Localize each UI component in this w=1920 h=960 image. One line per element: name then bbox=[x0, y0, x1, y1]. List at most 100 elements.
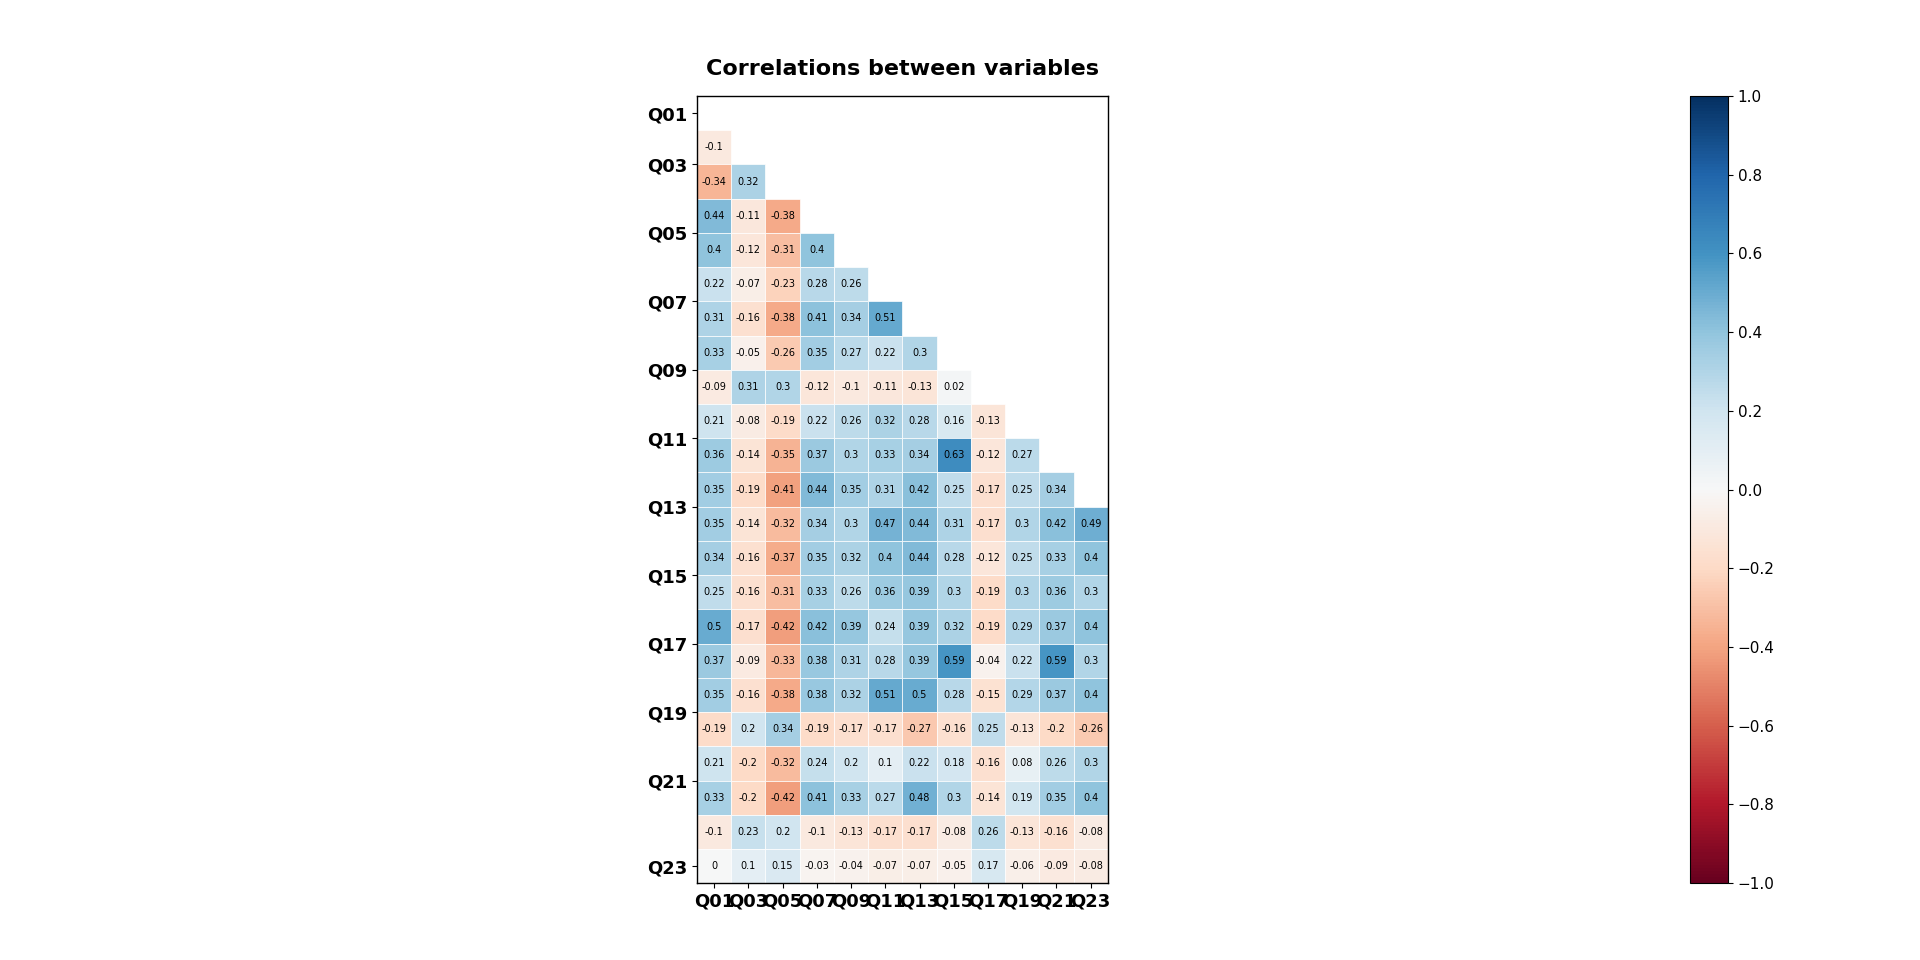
Text: 0.17: 0.17 bbox=[977, 861, 998, 871]
Bar bbox=[1039, 712, 1073, 746]
Bar bbox=[766, 404, 801, 439]
Text: -0.12: -0.12 bbox=[975, 553, 1000, 564]
Bar bbox=[732, 472, 766, 507]
Bar bbox=[697, 439, 732, 472]
Bar bbox=[801, 439, 833, 472]
Bar bbox=[732, 746, 766, 780]
Bar bbox=[937, 404, 972, 439]
Bar bbox=[833, 712, 868, 746]
Bar bbox=[801, 815, 833, 849]
Text: -0.07: -0.07 bbox=[735, 279, 760, 289]
Text: 0.4: 0.4 bbox=[1083, 690, 1098, 700]
Text: 0.28: 0.28 bbox=[943, 553, 964, 564]
Bar bbox=[1004, 439, 1039, 472]
Text: 0.63: 0.63 bbox=[943, 450, 964, 461]
Bar bbox=[972, 678, 1004, 712]
Bar bbox=[868, 746, 902, 780]
Text: 0.38: 0.38 bbox=[806, 656, 828, 665]
Text: -0.33: -0.33 bbox=[770, 656, 795, 665]
Bar bbox=[868, 540, 902, 575]
Text: -0.17: -0.17 bbox=[975, 518, 1000, 529]
Text: 0.42: 0.42 bbox=[908, 485, 931, 494]
Text: 0.15: 0.15 bbox=[772, 861, 793, 871]
Text: 0.34: 0.34 bbox=[772, 724, 793, 734]
Bar bbox=[1073, 780, 1108, 815]
Text: -0.16: -0.16 bbox=[735, 690, 760, 700]
Text: 0.4: 0.4 bbox=[1083, 621, 1098, 632]
Text: 0.1: 0.1 bbox=[877, 758, 893, 768]
Bar bbox=[833, 404, 868, 439]
Text: 0.59: 0.59 bbox=[943, 656, 964, 665]
Bar bbox=[732, 301, 766, 336]
Text: 0.33: 0.33 bbox=[703, 348, 726, 358]
Bar bbox=[766, 712, 801, 746]
Text: 0.44: 0.44 bbox=[908, 518, 929, 529]
Bar bbox=[732, 678, 766, 712]
Text: 0.3: 0.3 bbox=[1014, 518, 1029, 529]
Text: -0.26: -0.26 bbox=[1079, 724, 1104, 734]
Bar bbox=[833, 472, 868, 507]
Text: -0.34: -0.34 bbox=[701, 177, 726, 186]
Text: -0.37: -0.37 bbox=[770, 553, 795, 564]
Text: 0.31: 0.31 bbox=[876, 485, 897, 494]
Text: 0.32: 0.32 bbox=[841, 553, 862, 564]
Text: 0.24: 0.24 bbox=[874, 621, 897, 632]
Bar bbox=[833, 815, 868, 849]
Text: 0.22: 0.22 bbox=[703, 279, 726, 289]
Text: 0.36: 0.36 bbox=[1046, 588, 1068, 597]
Text: 0.28: 0.28 bbox=[806, 279, 828, 289]
Text: 0.49: 0.49 bbox=[1079, 518, 1102, 529]
Text: -0.2: -0.2 bbox=[739, 758, 758, 768]
Text: -0.14: -0.14 bbox=[735, 518, 760, 529]
Bar bbox=[801, 610, 833, 643]
Bar bbox=[732, 233, 766, 267]
Bar bbox=[937, 540, 972, 575]
Bar bbox=[937, 370, 972, 404]
Text: 0.22: 0.22 bbox=[1012, 656, 1033, 665]
Bar bbox=[868, 336, 902, 370]
Bar bbox=[1039, 540, 1073, 575]
Text: 0.2: 0.2 bbox=[776, 827, 791, 837]
Text: -0.12: -0.12 bbox=[804, 382, 829, 392]
Text: 0.39: 0.39 bbox=[908, 656, 929, 665]
Text: 0.33: 0.33 bbox=[806, 588, 828, 597]
Text: -0.13: -0.13 bbox=[1010, 827, 1035, 837]
Bar bbox=[868, 439, 902, 472]
Bar bbox=[766, 540, 801, 575]
Text: -0.32: -0.32 bbox=[770, 518, 795, 529]
Text: 0.21: 0.21 bbox=[703, 758, 726, 768]
Text: 0.41: 0.41 bbox=[806, 793, 828, 803]
Bar bbox=[732, 643, 766, 678]
Bar bbox=[766, 678, 801, 712]
Text: -0.19: -0.19 bbox=[975, 621, 1000, 632]
Text: 0.41: 0.41 bbox=[806, 314, 828, 324]
Text: 0.59: 0.59 bbox=[1046, 656, 1068, 665]
Text: -0.08: -0.08 bbox=[1079, 861, 1104, 871]
Text: -0.16: -0.16 bbox=[941, 724, 966, 734]
Bar bbox=[972, 780, 1004, 815]
Text: 0.35: 0.35 bbox=[806, 553, 828, 564]
Text: 0.36: 0.36 bbox=[703, 450, 726, 461]
Bar bbox=[732, 540, 766, 575]
Bar bbox=[833, 267, 868, 301]
Text: 0.4: 0.4 bbox=[707, 245, 722, 255]
Bar bbox=[972, 507, 1004, 540]
Bar bbox=[972, 404, 1004, 439]
Text: -0.13: -0.13 bbox=[906, 382, 931, 392]
Text: 0.35: 0.35 bbox=[806, 348, 828, 358]
Text: -0.38: -0.38 bbox=[770, 314, 795, 324]
Text: -0.17: -0.17 bbox=[735, 621, 760, 632]
Text: -0.31: -0.31 bbox=[770, 245, 795, 255]
Bar bbox=[1073, 746, 1108, 780]
Text: -0.17: -0.17 bbox=[839, 724, 864, 734]
Bar bbox=[697, 164, 732, 199]
Bar bbox=[1073, 815, 1108, 849]
Bar bbox=[697, 199, 732, 233]
Text: 0.4: 0.4 bbox=[877, 553, 893, 564]
Text: 0.32: 0.32 bbox=[874, 416, 897, 426]
Bar bbox=[972, 540, 1004, 575]
Bar bbox=[801, 678, 833, 712]
Text: 0.28: 0.28 bbox=[908, 416, 931, 426]
Bar bbox=[766, 643, 801, 678]
Bar bbox=[697, 370, 732, 404]
